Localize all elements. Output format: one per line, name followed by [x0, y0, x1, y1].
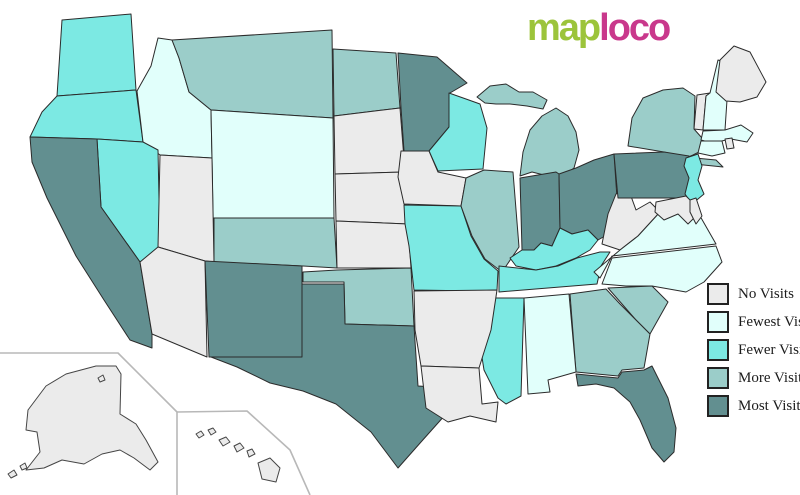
legend-swatch-more-visits [707, 367, 729, 389]
legend-row-more-visits: More Visits [707, 367, 800, 389]
map-legend: No Visits Fewest Visits Fewer Visits Mor… [707, 283, 800, 423]
maploco-logo[interactable]: maploco [527, 6, 671, 50]
hawaii-island-3 [218, 436, 231, 447]
state-south-dakota [333, 107, 406, 175]
legend-label-no-visits: No Visits [738, 285, 794, 302]
state-delaware [689, 197, 703, 225]
hawaii-island-big [257, 457, 281, 483]
legend-row-fewer-visits: Fewer Visits [707, 339, 800, 361]
hawaii-island-5 [246, 448, 256, 458]
legend-swatch-most-visits [707, 395, 729, 417]
state-utah [157, 154, 215, 263]
state-alabama [523, 293, 577, 395]
state-florida [575, 365, 677, 463]
maploco-logo-map-text: map [527, 7, 601, 49]
state-michigan-upper [476, 83, 548, 110]
legend-row-most-visits: Most Visits [707, 395, 800, 417]
legend-swatch-fewest-visits [707, 311, 729, 333]
state-wisconsin [428, 92, 488, 172]
alaska-island-1 [7, 469, 18, 479]
hawaii-island-2 [207, 427, 217, 436]
state-north-carolina [601, 245, 723, 293]
maploco-logo-loco-text: loco [599, 7, 671, 49]
legend-swatch-no-visits [707, 283, 729, 305]
inset-borders [0, 352, 311, 495]
state-wyoming [210, 109, 335, 219]
hawaii-island-1 [195, 430, 205, 439]
legend-label-fewest-visits: Fewest Visits [738, 313, 800, 330]
state-maine [715, 45, 767, 103]
state-indiana [519, 171, 561, 251]
state-pennsylvania [613, 151, 691, 199]
state-arizona [139, 246, 208, 358]
hawaii-inset [195, 427, 281, 483]
legend-label-more-visits: More Visits [738, 369, 800, 386]
state-louisiana [420, 365, 499, 423]
state-new-mexico [204, 260, 303, 358]
state-maryland [654, 195, 697, 225]
state-georgia [569, 288, 651, 377]
state-colorado [213, 217, 338, 269]
state-connecticut [697, 140, 726, 157]
state-tennessee [498, 251, 611, 293]
state-new-york [627, 87, 703, 159]
legend-row-fewest-visits: Fewest Visits [707, 311, 800, 333]
legend-swatch-fewer-visits [707, 339, 729, 361]
alaska-inset-border [0, 352, 178, 495]
state-texas [210, 283, 453, 469]
legend-label-most-visits: Most Visits [738, 397, 800, 414]
state-rhode-island [724, 137, 735, 150]
state-california [29, 136, 153, 349]
alaska-inset [7, 365, 159, 479]
state-michigan-lower [519, 107, 580, 177]
state-oregon [29, 89, 144, 143]
state-alaska [25, 365, 159, 471]
legend-label-fewer-visits: Fewer Visits [738, 341, 800, 358]
state-north-dakota [332, 48, 401, 117]
hawaii-island-4 [233, 442, 245, 453]
alaska-island-2 [19, 462, 28, 471]
state-kansas [335, 220, 412, 269]
hawaii-inset-border [176, 410, 311, 495]
legend-row-no-visits: No Visits [707, 283, 800, 305]
state-washington [56, 13, 137, 97]
state-new-jersey [683, 153, 705, 205]
alaska-island-3 [97, 374, 106, 383]
